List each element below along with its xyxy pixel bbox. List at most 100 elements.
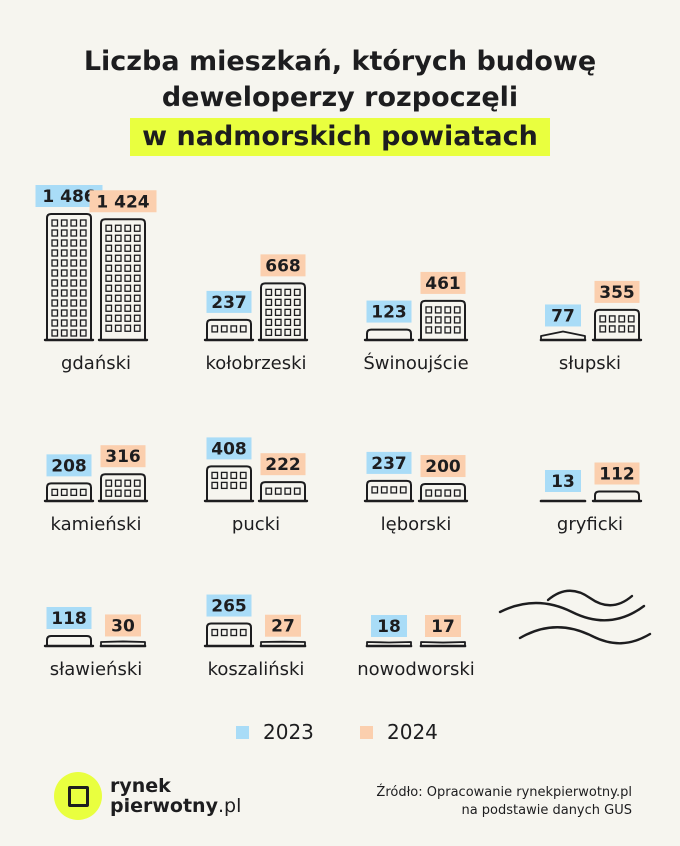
category-group: 1 486 1 424 gdański <box>35 185 157 374</box>
data-label-2024: 355 <box>594 280 640 303</box>
data-label-2024: 1 424 <box>89 190 157 213</box>
logo-square-icon <box>68 786 89 807</box>
category-group: 208 316 kamieński <box>43 445 149 535</box>
bar-2023 <box>365 641 413 648</box>
data-label-text: 265 <box>211 597 247 617</box>
bar-2024 <box>591 308 643 342</box>
data-label-text: 77 <box>551 306 575 326</box>
chart-marks: 1 486 1 424 gdański 237 668 kołobrzeski 123 461… <box>35 185 643 680</box>
category-label: kołobrzeski <box>205 353 306 374</box>
data-label-bg <box>89 190 157 213</box>
data-label-2023: 265 <box>206 594 252 617</box>
data-label-2023: 13 <box>545 470 581 492</box>
data-label-bg <box>366 451 412 474</box>
data-label-bg <box>46 606 92 629</box>
title-line-2: deweloperzy rozpoczęli <box>161 82 519 113</box>
bar-2024 <box>419 641 467 648</box>
data-label-2024: 30 <box>105 614 141 637</box>
title-highlight: w nadmorskich powiatach <box>130 118 550 156</box>
bar-2023 <box>43 482 95 503</box>
source-line-2: na podstawie danych GUS <box>461 803 632 818</box>
category-label: kamieński <box>51 514 142 535</box>
data-label-bg <box>425 615 461 637</box>
bar-2023 <box>363 479 415 503</box>
category-group: 18 17 nowodworski <box>357 615 475 680</box>
category-label: nowodworski <box>357 659 475 680</box>
category-group: 237 200 lęborski <box>363 451 469 535</box>
category-group: 118 30 sławieński <box>43 606 147 680</box>
data-label-2023: 237 <box>206 290 252 313</box>
data-label-bg <box>206 594 252 617</box>
category-group: 265 27 koszaliński <box>203 594 307 680</box>
data-label-bg <box>206 437 252 460</box>
data-label-bg <box>594 462 640 485</box>
data-label-text: 17 <box>431 617 455 637</box>
waves-icon <box>498 589 652 645</box>
bar-2024 <box>97 473 149 503</box>
bar-2023 <box>203 622 255 648</box>
data-label-bg <box>260 453 306 476</box>
data-label-bg <box>594 280 640 303</box>
logo-text-bold: pierwotny <box>110 795 218 817</box>
data-label-bg <box>105 614 141 637</box>
category-label: słupski <box>559 353 621 374</box>
data-label-2023: 408 <box>206 437 252 460</box>
data-label-2023: 18 <box>371 615 407 637</box>
data-label-text: 30 <box>111 616 135 636</box>
data-label-text: 408 <box>211 439 247 459</box>
source-note: Źródło: Opracowanie rynekpierwotny.pl na… <box>376 784 632 820</box>
page-title: Liczba mieszkań, których budowę dewelope… <box>0 44 680 156</box>
data-label-bg <box>420 455 466 478</box>
bar-2023 <box>539 330 587 342</box>
data-label-bg <box>545 304 581 327</box>
bar-2023 <box>43 634 95 648</box>
category-group: 123 461 Świnoujście <box>363 271 469 374</box>
data-label-2024: 27 <box>265 614 301 637</box>
data-label-text: 208 <box>51 456 87 476</box>
data-label-bg <box>265 614 301 637</box>
legend-item-2023: 2023 <box>236 720 314 744</box>
logo-text-line2: pierwotny.pl <box>110 796 241 816</box>
legend: 2023 2024 <box>0 720 680 746</box>
data-label-2023: 237 <box>366 451 412 474</box>
bar-2023 <box>203 465 255 503</box>
logo-circle-icon <box>54 772 102 820</box>
category-group: 237 668 kołobrzeski <box>203 254 309 374</box>
category-label: gryficki <box>557 514 623 535</box>
category-group: 77 355 słupski <box>539 280 643 374</box>
data-label-2023: 123 <box>366 300 412 323</box>
legend-label-2023: 2023 <box>263 720 314 744</box>
data-label-bg <box>420 271 466 294</box>
bar-2024 <box>99 640 147 648</box>
source-line-1: Źródło: Opracowanie rynekpierwotny.pl <box>376 785 632 800</box>
data-label-2024: 17 <box>425 615 461 637</box>
data-label-text: 200 <box>425 457 461 477</box>
title-line-1: Liczba mieszkań, których budowę <box>83 46 597 77</box>
data-label-text: 13 <box>551 472 575 492</box>
bar-2024 <box>257 481 309 503</box>
logo-text-line1: rynek <box>110 775 171 797</box>
data-label-2023: 1 486 <box>35 185 103 207</box>
data-label-2024: 316 <box>100 445 146 468</box>
data-label-bg <box>46 454 92 477</box>
bar-2023 <box>43 213 95 342</box>
logo-text-thin: .pl <box>217 795 242 817</box>
data-label-text: 1 486 <box>42 187 95 207</box>
bar-2023 <box>203 318 255 342</box>
category-group: 408 222 pucki <box>203 437 309 535</box>
data-label-text: 27 <box>271 617 295 637</box>
bar-2024 <box>257 282 309 342</box>
data-label-bg <box>100 445 146 468</box>
category-group: 13 112 gryficki <box>539 462 643 535</box>
legend-swatch-2023 <box>236 725 249 739</box>
data-label-2024: 112 <box>594 462 640 485</box>
bar-2024 <box>259 640 307 648</box>
data-label-2024: 200 <box>420 455 466 478</box>
category-label: koszaliński <box>208 659 305 680</box>
bar-2023 <box>363 328 415 342</box>
data-label-2024: 222 <box>260 453 306 476</box>
data-label-bg <box>371 615 407 637</box>
brand-logo: rynek pierwotny.pl <box>54 772 241 822</box>
data-label-text: 461 <box>425 274 461 294</box>
